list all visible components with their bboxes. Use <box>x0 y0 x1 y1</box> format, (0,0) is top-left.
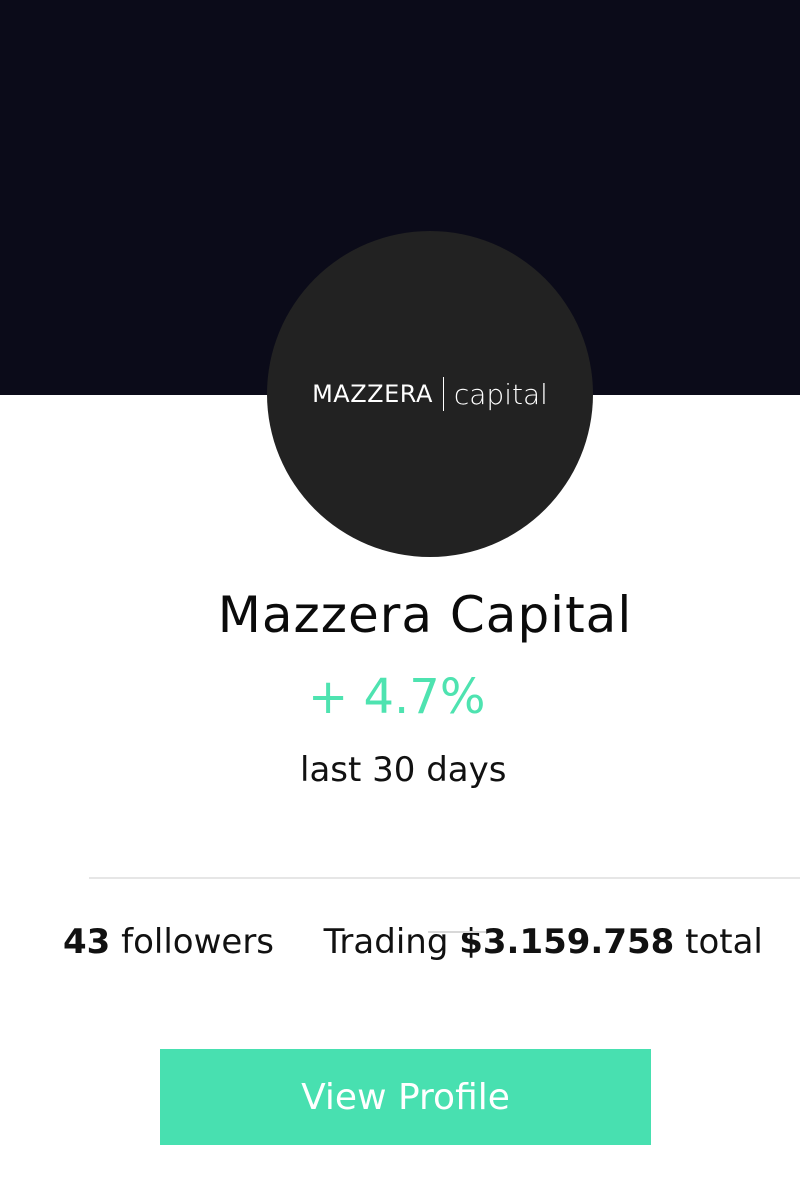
trading-amount: $3.159.758 <box>459 922 675 962</box>
stats-row: 43 followers Trading $3.159.758 total <box>63 922 763 962</box>
avatar: MAZZERA capital <box>267 231 593 557</box>
performance-period: last 30 days <box>300 750 507 790</box>
overlay-line <box>428 931 486 933</box>
trading-label: Trading <box>323 922 449 962</box>
logo-separator <box>442 377 444 411</box>
performance-change: + 4.7% <box>308 669 486 725</box>
followers-count: 43 <box>63 922 111 962</box>
logo-wordmark: MAZZERA <box>312 380 433 408</box>
company-logo: MAZZERA capital <box>312 377 548 411</box>
followers-label: followers <box>121 922 275 962</box>
logo-subtitle: capital <box>453 377 548 411</box>
trader-name: Mazzera Capital <box>217 586 633 644</box>
divider <box>89 877 800 879</box>
view-profile-button[interactable]: View Profile <box>160 1049 651 1145</box>
total-label: total <box>685 922 763 962</box>
